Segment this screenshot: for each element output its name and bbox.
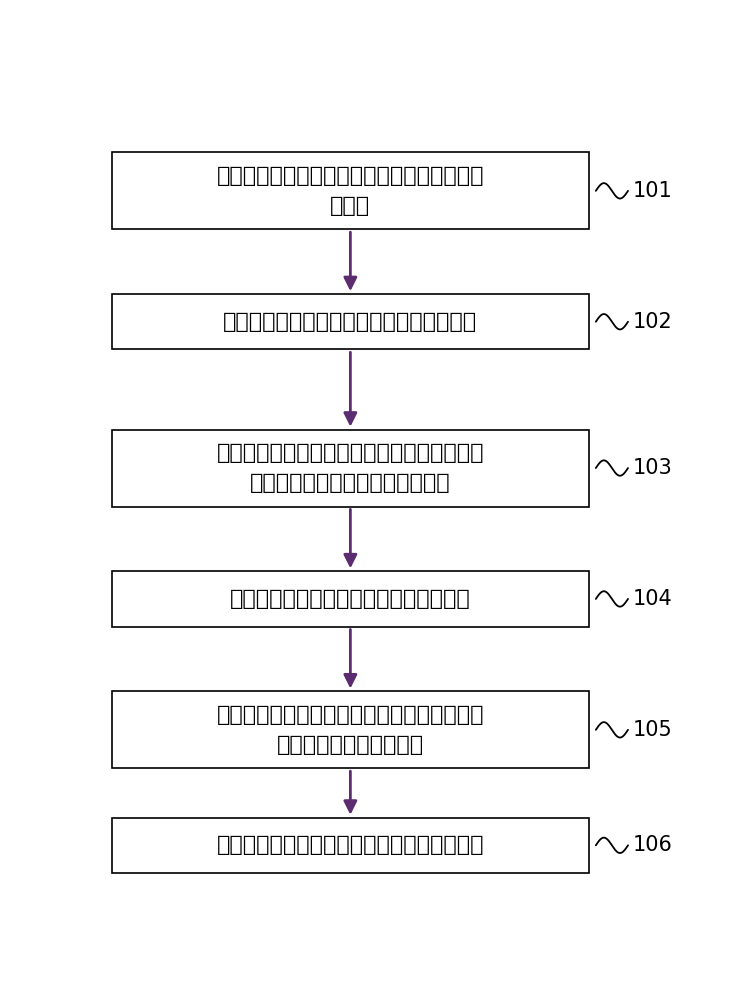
Text: 定义待仿真结构的参考形貌，离散参考形貌: 定义待仿真结构的参考形貌，离散参考形貌 — [223, 312, 477, 332]
Text: 102: 102 — [633, 312, 673, 332]
Text: 101: 101 — [633, 181, 673, 201]
Bar — [112, 430, 589, 507]
Bar — [112, 818, 589, 873]
Text: 将所有参数采样点对应的实际形貌上的控制方
程，转化为参考形貌上的控制方程: 将所有参数采样点对应的实际形貌上的控制方 程，转化为参考形貌上的控制方程 — [217, 443, 484, 493]
Text: 105: 105 — [633, 720, 673, 740]
Bar — [112, 152, 589, 229]
Text: 103: 103 — [633, 458, 673, 478]
Bar — [112, 294, 589, 349]
Text: 106: 106 — [633, 835, 673, 855]
Text: 选出待仿真结构中的主域或主边界，从高维模
型中分离出高维部分模型: 选出待仿真结构中的主域或主边界，从高维模 型中分离出高维部分模型 — [217, 705, 484, 755]
Text: 利用贪婪算法，对高维部分模型构造减基空间: 利用贪婪算法，对高维部分模型构造减基空间 — [217, 835, 484, 855]
Text: 104: 104 — [633, 589, 673, 609]
Text: 将所有控制方程转化为高维模型进行求解: 将所有控制方程转化为高维模型进行求解 — [230, 589, 470, 609]
Text: 在可变参数的参数域内采样，获得一系列参数
采样点: 在可变参数的参数域内采样，获得一系列参数 采样点 — [217, 166, 484, 216]
Bar — [112, 691, 589, 768]
Bar — [112, 571, 589, 627]
